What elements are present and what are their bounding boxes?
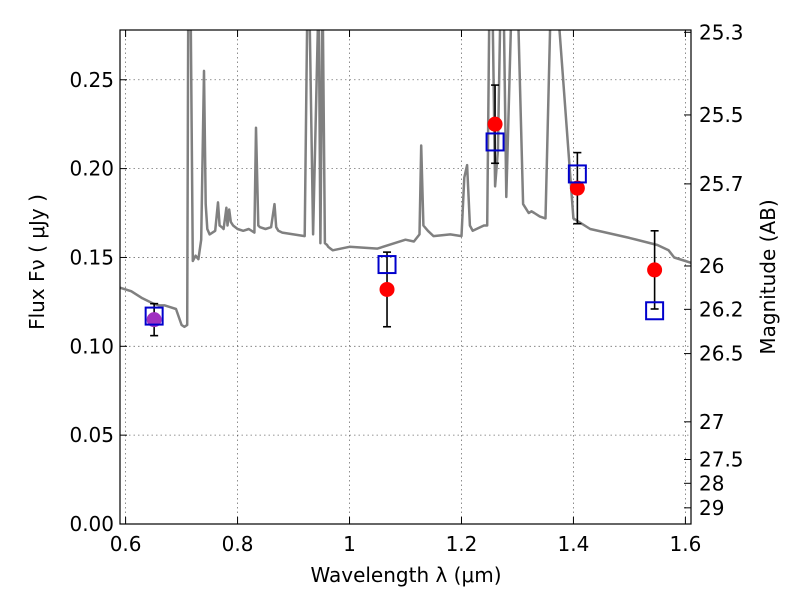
mag-tick-label: 27.5 <box>699 447 744 471</box>
mag-tick-label: 25.5 <box>699 103 744 127</box>
left-ticks: 0.00 0.05 0.10 0.15 0.20 0.25 <box>69 68 127 536</box>
y-tick-label: 0.25 <box>69 68 114 92</box>
mag-tick-label: 25.7 <box>699 172 744 196</box>
observed-point <box>146 312 162 328</box>
spectrum-layer <box>120 30 691 329</box>
observed-point <box>487 116 503 132</box>
model-point <box>377 255 397 275</box>
mag-tick-label: 26.2 <box>699 297 744 321</box>
spectrum-line <box>120 30 691 329</box>
model-point <box>567 164 587 184</box>
mag-tick-label: 29 <box>699 496 724 520</box>
x-tick-label: 1.4 <box>558 532 590 556</box>
y-axis-label: Flux Fν ( μJy ) <box>25 194 49 330</box>
x-tick-label: 0.6 <box>110 532 142 556</box>
x-tick-label: 0.8 <box>222 532 254 556</box>
x-tick-label: 1.6 <box>669 532 701 556</box>
y-tick-label: 0.10 <box>69 334 114 358</box>
x-tick-label: 1 <box>343 532 356 556</box>
right-axis-label: Magnitude (AB) <box>756 199 780 354</box>
squares-layer <box>144 132 665 326</box>
mag-tick-label: 25.3 <box>699 20 744 44</box>
points-layer <box>146 116 663 328</box>
observed-point <box>379 281 395 297</box>
observed-point <box>647 262 663 278</box>
mag-tick-label: 26.5 <box>699 342 744 366</box>
y-tick-label: 0.00 <box>69 512 114 536</box>
y-tick-label: 0.05 <box>69 423 114 447</box>
y-tick-label: 0.15 <box>69 245 114 269</box>
model-point <box>645 301 665 321</box>
x-axis-label: Wavelength λ (μm) <box>310 563 501 587</box>
mag-tick-label: 28 <box>699 471 724 495</box>
model-point <box>485 132 505 152</box>
observed-point <box>569 180 585 196</box>
model-point <box>144 306 164 326</box>
x-tick-label: 1.2 <box>446 532 478 556</box>
x-ticks: 0.6 0.8 1 1.2 1.4 1.6 <box>110 30 701 556</box>
y-tick-label: 0.20 <box>69 157 114 181</box>
grid-layer <box>120 30 691 524</box>
plot-frame <box>119 29 692 525</box>
mag-tick-label: 27 <box>699 410 724 434</box>
mag-tick-label: 26 <box>699 254 724 278</box>
